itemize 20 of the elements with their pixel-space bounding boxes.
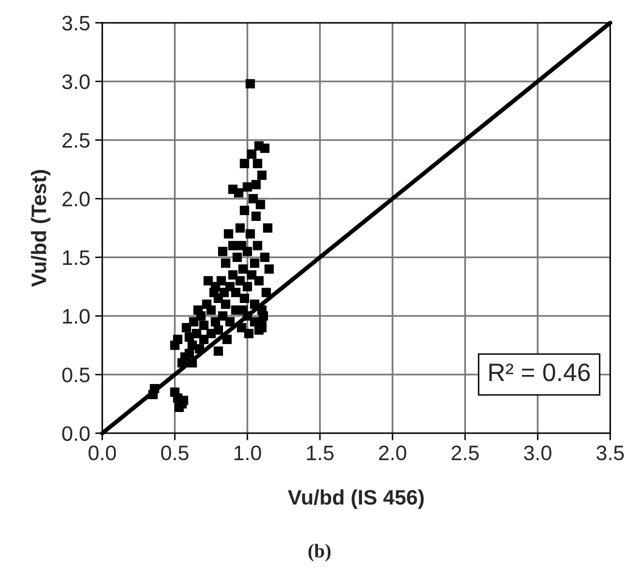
x-tick-label: 1.5 [307,446,334,460]
x-axis-title: Vu/bd (IS 456) [288,489,424,509]
y-tick-label: 0.5 [62,368,90,382]
x-tick-label: 2.0 [379,446,406,460]
y-tick-label: 2.5 [62,133,90,148]
annotation: R² = 0.46 [489,364,590,382]
y-tick-label: 3.5 [62,16,90,31]
x-tick-label: 1.0 [234,446,262,460]
x-tick-label: 2.5 [452,446,479,460]
y-tick-label: 0.0 [62,426,90,441]
y-tick-label: 3.0 [62,74,90,90]
y-tick-label: 1.5 [63,250,90,266]
y-tick-label: 1.0 [63,308,90,324]
x-tick-label: 0.5 [161,446,188,460]
x-tick-label: 3.5 [596,446,624,460]
text: (b) [308,544,331,562]
x-tick-label: 3.0 [524,446,552,460]
x-tick-label: 0.0 [88,446,116,460]
y-axis-title: Vu/bd (Test) [30,170,50,287]
y-tick-label: 2.0 [62,192,90,206]
